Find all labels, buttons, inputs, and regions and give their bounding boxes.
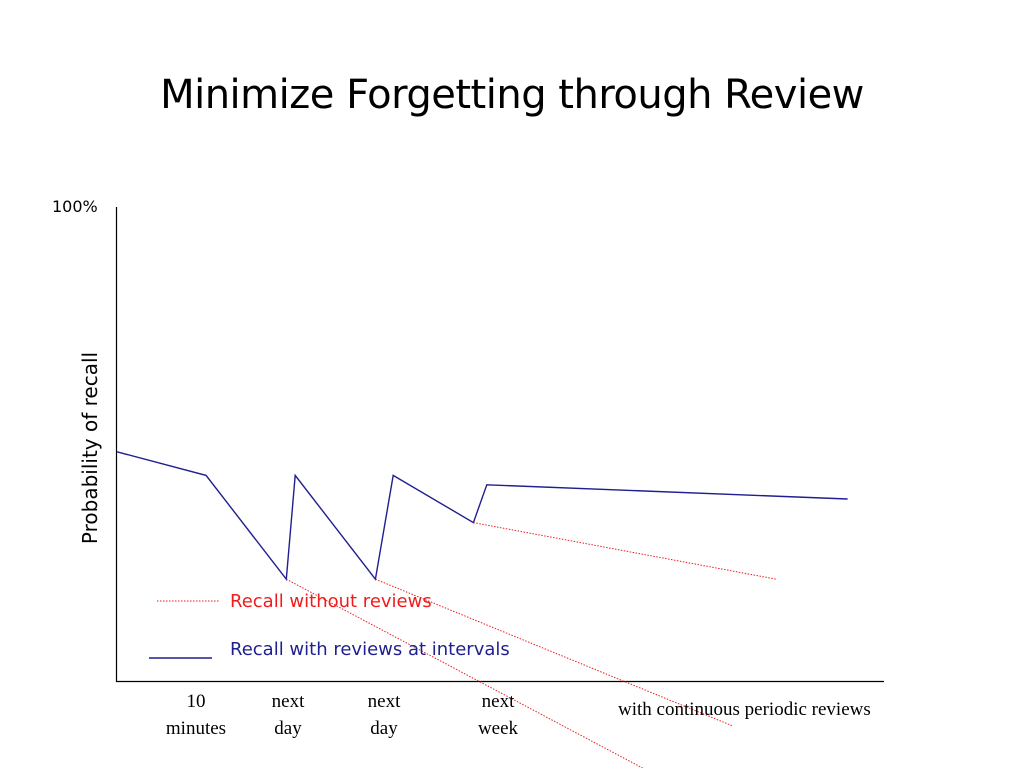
x-tick-line2: day (274, 718, 302, 739)
series-line-without-reviews-3 (473, 522, 777, 580)
x-tick-label-10-minutes: 10 minutes (146, 688, 246, 742)
y-tick-label: 100% (52, 197, 98, 216)
x-tick-line1: 10 (186, 691, 206, 712)
series-line-without-reviews-2 (375, 578, 732, 727)
x-tick-line1: next (481, 691, 515, 712)
legend-label-with-reviews: Recall with reviews at intervals (230, 639, 510, 660)
page-title: Minimize Forgetting through Review (160, 72, 864, 118)
legend-label-without-reviews: Recall without reviews (230, 591, 432, 612)
series-layer (116, 451, 848, 768)
x-tick-line2: minutes (165, 718, 227, 739)
x-axis-note: with continuous periodic reviews (618, 699, 871, 720)
x-tick-line1: next (271, 691, 305, 712)
x-tick-label-next-day-1: next day (238, 688, 338, 742)
x-tick-line2: week (477, 718, 519, 739)
series-line-with-reviews-0 (116, 451, 848, 582)
series-line-without-reviews-1 (286, 578, 644, 768)
x-tick-line1: next (367, 691, 401, 712)
x-tick-label-next-week: next week (448, 688, 548, 742)
x-tick-label-next-day-2: next day (334, 688, 434, 742)
x-tick-line2: day (370, 718, 398, 739)
